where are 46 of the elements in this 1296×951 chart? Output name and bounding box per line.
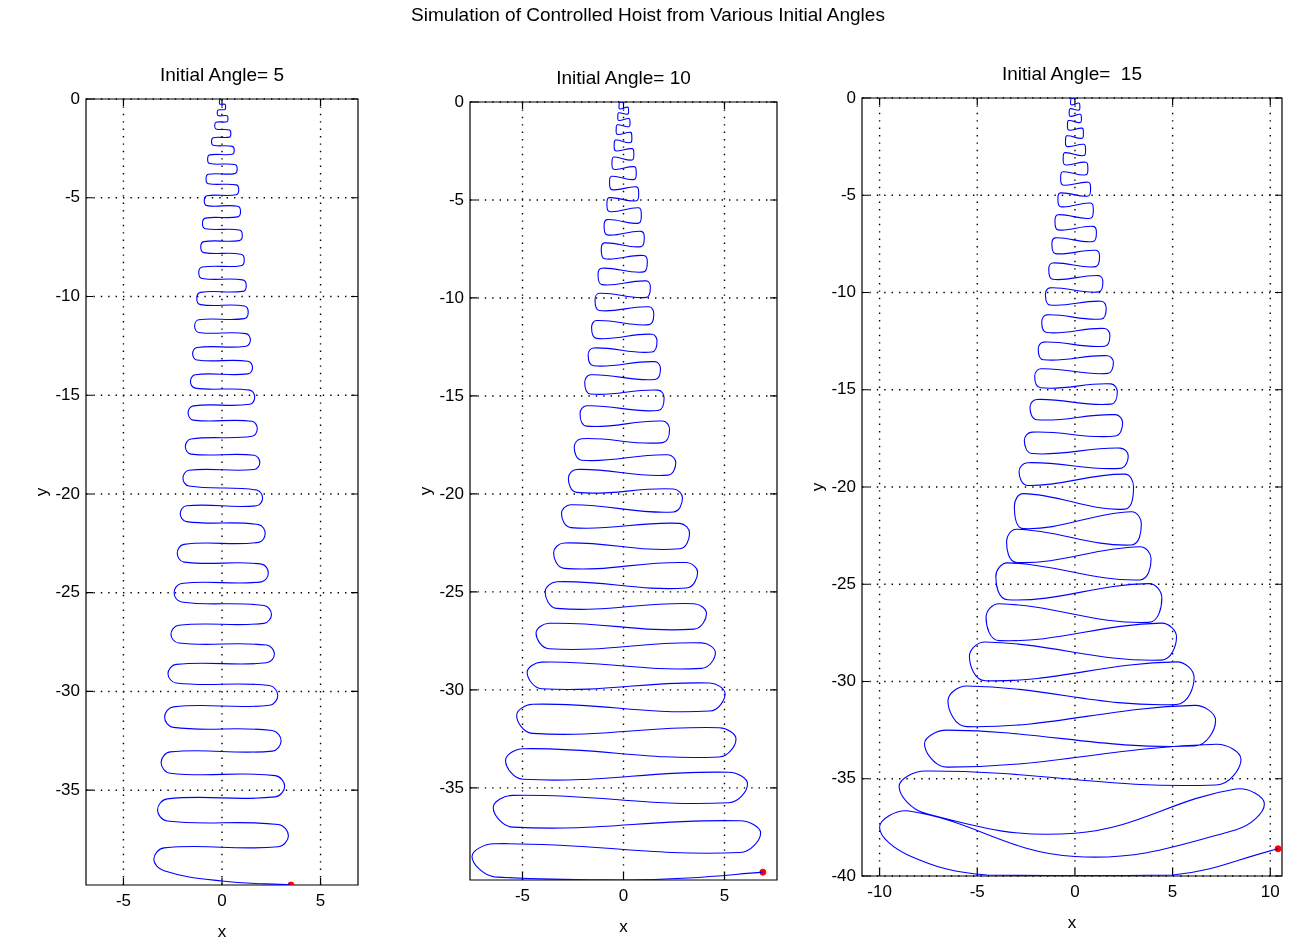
y-tick-label: -20: [55, 483, 80, 503]
chart-title: Initial Angle= 15: [1002, 62, 1142, 84]
y-tick-label: -20: [439, 483, 464, 503]
x-tick-label: -5: [514, 885, 531, 905]
x-tick-label: -5: [969, 881, 985, 901]
x-tick-label: 5: [1167, 881, 1178, 901]
x-tick-label: 10: [1260, 881, 1280, 901]
y-tick-label: -15: [831, 379, 856, 399]
y-tick-label: -5: [64, 187, 80, 207]
y-tick-label: -20: [831, 476, 856, 496]
y-tick-label: 0: [846, 87, 856, 107]
y-tick-label: -30: [831, 671, 856, 691]
y-tick-label: -30: [439, 679, 464, 699]
y-tick-label: 0: [70, 88, 80, 108]
y-tick-label: -10: [831, 282, 856, 302]
x-tick-label: 5: [315, 890, 326, 910]
chart-title: Initial Angle= 10: [556, 66, 691, 88]
y-axis-title: y: [31, 487, 51, 497]
y-tick-label: -25: [831, 573, 856, 593]
y-axis-title: y: [807, 482, 827, 492]
x-tick-label: 0: [1070, 881, 1080, 901]
x-axis-title: x: [217, 922, 227, 942]
y-tick-label: 0: [454, 91, 464, 111]
y-tick-label: -5: [840, 184, 856, 204]
y-tick-label: -15: [55, 384, 80, 404]
y-tick-label: -15: [439, 385, 464, 405]
y-tick-label: -25: [55, 582, 80, 602]
y-tick-label: -35: [55, 779, 80, 799]
x-tick-label: -10: [867, 881, 892, 901]
text: Simulation of Controlled Hoist from Various Initial Angles: [410, 4, 886, 26]
y-tick-label: -10: [439, 287, 464, 307]
y-tick-label: -5: [448, 189, 464, 209]
y-tick-label: -30: [55, 681, 80, 701]
y-tick-label: -25: [439, 581, 464, 601]
x-axis-title: x: [619, 917, 629, 937]
y-tick-label: -35: [439, 777, 464, 797]
x-tick-label: 0: [618, 885, 629, 905]
x-tick-label: 0: [217, 890, 227, 910]
y-axis-title: y: [415, 486, 435, 496]
y-tick-label: -35: [831, 768, 856, 788]
y-tick-label: -40: [831, 865, 856, 885]
x-axis-title: x: [1067, 913, 1077, 933]
x-tick-label: -5: [115, 890, 132, 910]
chart-title: Initial Angle= 5: [159, 63, 285, 85]
x-tick-label: 5: [719, 885, 730, 905]
y-tick-label: -10: [55, 286, 80, 306]
